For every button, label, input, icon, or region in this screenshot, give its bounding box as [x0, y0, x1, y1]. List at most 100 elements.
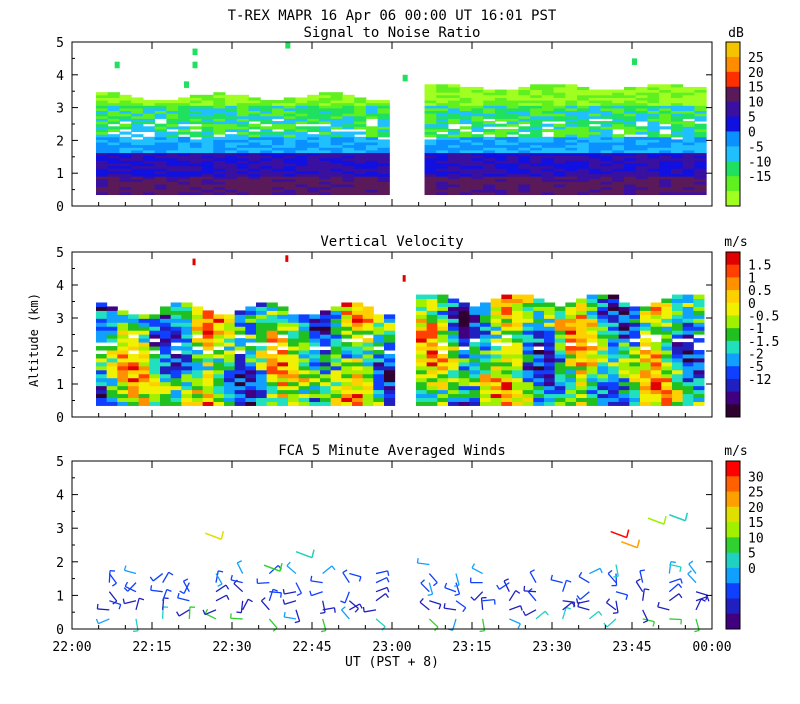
vv-cell — [661, 302, 672, 306]
vv-cell — [213, 358, 224, 362]
vv-cell — [512, 370, 523, 374]
vv-cell — [480, 390, 491, 394]
vv-cell — [501, 386, 512, 390]
vv-cell — [469, 350, 480, 354]
snr-cell — [483, 137, 495, 140]
vv-cell — [352, 354, 363, 358]
vv-cell — [544, 314, 555, 318]
vv-cell — [341, 330, 352, 334]
vv-cell — [277, 370, 288, 374]
y-tick-label: 3 — [56, 312, 64, 327]
vv-cell — [693, 302, 704, 306]
vv-cell — [171, 310, 182, 314]
vv-cell — [117, 350, 128, 354]
colorbar-swatch — [726, 492, 740, 508]
colorbar-swatch — [726, 461, 740, 477]
vv-cell — [565, 330, 576, 334]
vv-cell — [117, 314, 128, 318]
vv-cell — [149, 318, 160, 322]
snr-cell — [366, 100, 378, 103]
vv-cell — [416, 306, 427, 310]
vv-cell — [277, 318, 288, 322]
vv-cell — [299, 326, 310, 330]
wind-barb — [608, 574, 616, 583]
vv-cell — [693, 358, 704, 362]
vv-cell — [480, 318, 491, 322]
vv-cell — [437, 386, 448, 390]
vv-cell — [245, 338, 256, 342]
vv-cell — [416, 326, 427, 330]
vv-cell — [533, 401, 544, 405]
vv-cell — [608, 366, 619, 370]
vv-cell — [683, 326, 694, 330]
vv-cell — [171, 390, 182, 394]
vv-cell — [192, 330, 203, 334]
wind-barb-flag — [644, 589, 649, 590]
vv-cell — [416, 362, 427, 366]
vv-cell — [693, 390, 704, 394]
y-tick-label: 5 — [56, 455, 64, 470]
wind-barb-flag — [359, 577, 360, 582]
vv-cell — [309, 358, 320, 362]
snr-cell — [471, 87, 483, 90]
vv-cell — [565, 374, 576, 378]
vv-cell — [480, 366, 491, 370]
vv-cell — [523, 295, 534, 299]
colorbar-swatch — [726, 146, 740, 161]
vv-cell — [128, 342, 139, 346]
vv-cell — [555, 326, 566, 330]
wind-barb-flag — [463, 608, 466, 612]
y-tick-label: 4 — [56, 279, 64, 294]
snr-cell — [507, 129, 519, 132]
vv-cell — [533, 386, 544, 390]
vv-cell — [629, 334, 640, 338]
vv-cell — [192, 394, 203, 398]
vv-cell — [256, 310, 267, 314]
vv-cell — [651, 358, 662, 362]
wind-barb-flag — [551, 575, 552, 580]
wind-barb-flag — [600, 568, 602, 573]
colorbar-label: 30 — [748, 470, 764, 485]
vv-cell — [693, 338, 704, 342]
vv-cell — [576, 386, 587, 390]
vv-cell — [309, 401, 320, 405]
snr-cell — [448, 129, 460, 132]
vv-cell — [373, 378, 384, 382]
vv-cell — [320, 350, 331, 354]
vv-cell — [480, 342, 491, 346]
vv-cell — [224, 318, 235, 322]
vv-cell — [427, 354, 438, 358]
wind-barb-flag — [627, 530, 629, 538]
vv-cell — [619, 334, 630, 338]
snr-cell — [193, 49, 198, 56]
vv-cell — [672, 326, 683, 330]
snr-cell — [225, 95, 237, 98]
vv-cell — [213, 370, 224, 374]
vv-cell — [309, 382, 320, 386]
vv-cell — [629, 366, 640, 370]
wind-barb-flag — [139, 598, 144, 599]
vv-cell — [544, 326, 555, 330]
vv-cell — [491, 310, 502, 314]
vv-cell — [640, 338, 651, 342]
vv-cell — [107, 358, 118, 362]
wind-barb-flag — [123, 599, 124, 604]
vv-cell — [277, 374, 288, 378]
snr-cell — [249, 132, 261, 135]
snr-cell — [542, 124, 554, 127]
wind-barb — [179, 610, 189, 616]
vv-cell — [587, 314, 598, 318]
vv-cell — [576, 366, 587, 370]
vv-cell — [661, 386, 672, 390]
colorbar-swatch — [726, 537, 740, 553]
vv-cell — [384, 386, 395, 390]
vv-cell — [267, 310, 278, 314]
wind-barb-flag — [297, 593, 302, 595]
vv-cell — [309, 378, 320, 382]
snr-cell — [659, 126, 671, 129]
vv-cell — [640, 362, 651, 366]
vv-cell — [565, 401, 576, 405]
x-tick-label: 23:15 — [452, 640, 491, 655]
vv-cell — [277, 398, 288, 402]
